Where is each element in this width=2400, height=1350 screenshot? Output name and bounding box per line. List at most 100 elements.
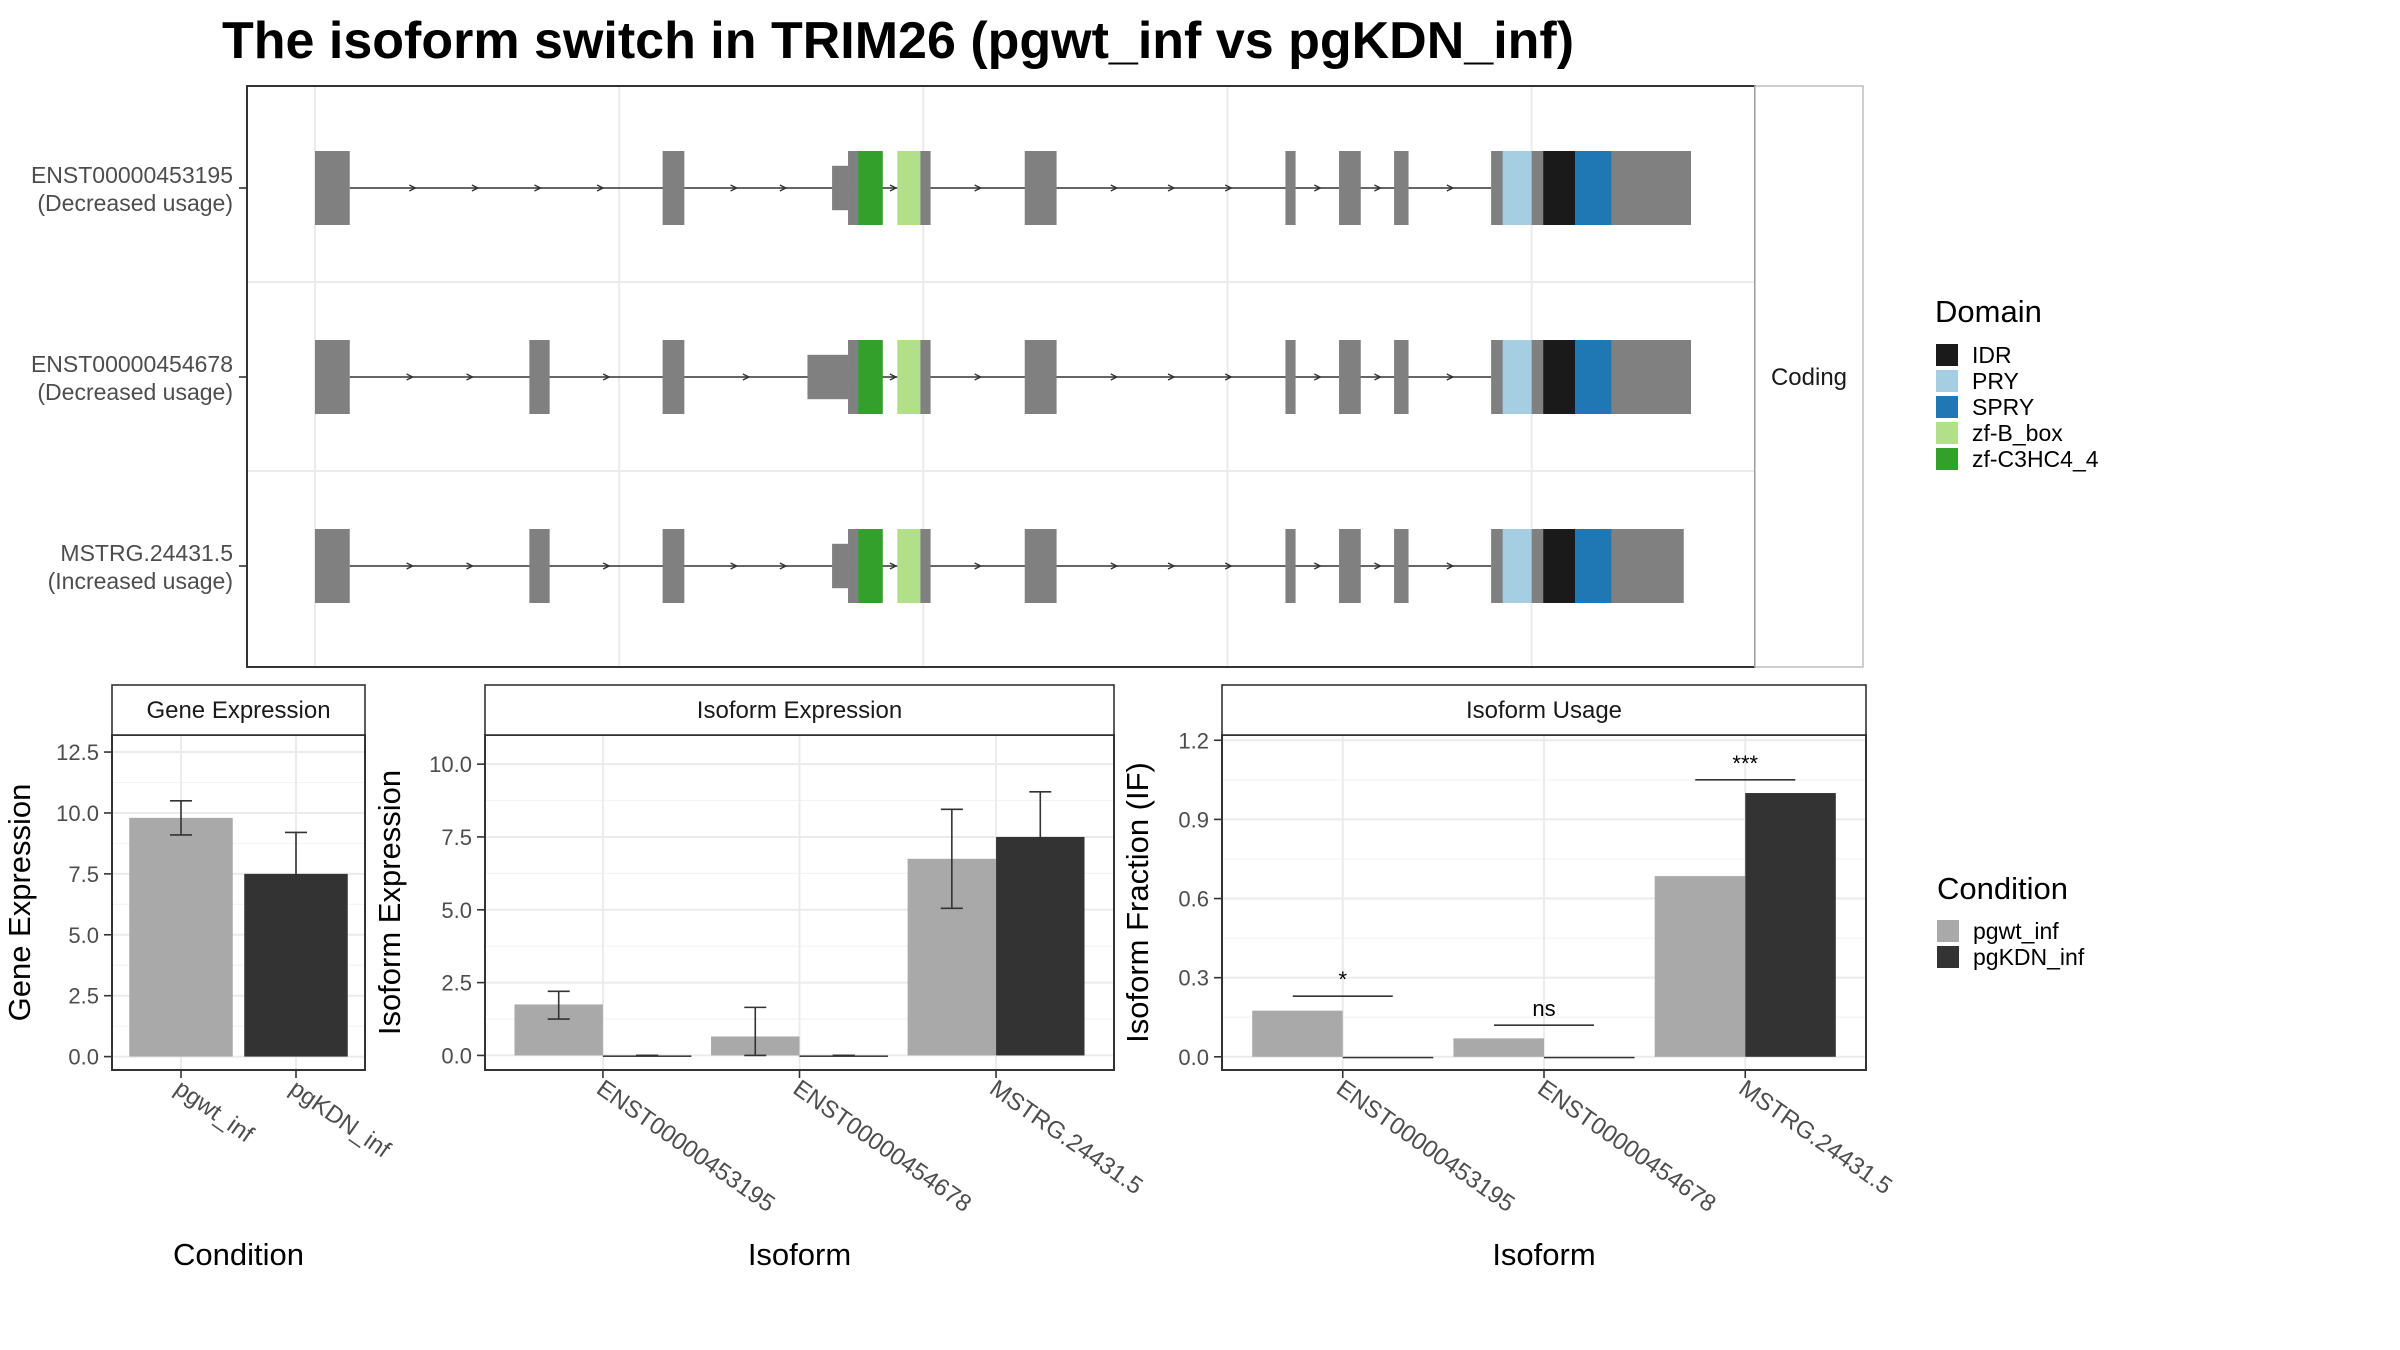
domain-legend-label: IDR <box>1972 342 2012 368</box>
exon-block <box>529 529 550 603</box>
y-tick-label: 0.3 <box>1178 966 1209 991</box>
x-tick-label: ENST00000453195 <box>1331 1075 1519 1218</box>
domain-zf-b-box <box>897 151 921 225</box>
facet-strip <box>111 684 366 736</box>
domain-legend-key <box>1936 370 1958 392</box>
intron-direction-arrow <box>974 562 983 570</box>
exon-block <box>1024 340 1057 414</box>
exon-block <box>807 354 849 400</box>
exon-block <box>315 340 350 414</box>
domain-pry <box>1502 151 1532 225</box>
domain-legend-key <box>1936 448 1958 470</box>
exon-block <box>1285 151 1296 225</box>
condition-legend-key <box>1937 920 1959 942</box>
intron-direction-arrow <box>1110 562 1119 570</box>
bar <box>1745 793 1836 1057</box>
bar-panel-2: ENST00000453195 ENST00000454678 MSTRG.2443… <box>372 684 1148 1272</box>
exon-block <box>1024 529 1057 603</box>
bar <box>1544 1056 1635 1059</box>
intron-direction-arrow <box>1446 562 1455 570</box>
intron-direction-arrow <box>742 373 751 381</box>
intron-direction-arrow <box>534 184 543 192</box>
intron-direction-arrow <box>602 562 611 570</box>
exon-block <box>1339 529 1361 603</box>
x-tick-label: ENST00000453195 <box>591 1075 779 1218</box>
domain-zf-c3hc4-4 <box>858 340 883 414</box>
domain-idr <box>1543 340 1576 414</box>
domain-spry <box>1575 529 1612 603</box>
isoform-usage-label: (Increased usage) <box>48 568 233 594</box>
bar <box>129 817 233 1057</box>
facet-strip <box>1221 684 1867 736</box>
condition-legend-key <box>1937 946 1959 968</box>
intron-direction-arrow <box>1224 184 1233 192</box>
y-tick-label: 0.6 <box>1178 887 1209 912</box>
facet-strip-title: Isoform Expression <box>697 697 902 724</box>
significance-label: ns <box>1532 996 1555 1021</box>
significance-label: * <box>1338 967 1347 992</box>
y-axis-label: Isoform Expression <box>372 770 407 1035</box>
intron-direction-arrow <box>406 373 415 381</box>
exon-block <box>1339 151 1361 225</box>
intron-direction-arrow <box>1224 562 1233 570</box>
domain-legend-key <box>1936 422 1958 444</box>
isoform-label: ENST00000454678 <box>31 351 233 377</box>
intron-direction-arrow <box>779 562 788 570</box>
intron-direction-arrow <box>466 562 475 570</box>
domain-idr <box>1543 529 1576 603</box>
intron-direction-arrow <box>406 562 415 570</box>
intron-direction-arrow <box>1110 373 1119 381</box>
domain-pry <box>1502 340 1532 414</box>
y-tick-label: 0.0 <box>1178 1045 1209 1070</box>
domain-legend-key <box>1936 344 1958 366</box>
domain-idr <box>1543 151 1576 225</box>
facet-strip <box>484 684 1115 736</box>
domain-legend-label: zf-B_box <box>1972 420 2063 446</box>
exon-block <box>315 151 350 225</box>
y-axis-label: Gene Expression <box>2 784 37 1022</box>
exon-block <box>1339 340 1361 414</box>
bar <box>1252 1010 1343 1057</box>
x-tick-label: pgwt_inf <box>170 1075 259 1149</box>
x-tick-label: ENST00000454678 <box>788 1075 976 1218</box>
condition-legend-label: pgwt_inf <box>1973 918 2059 944</box>
domain-pry <box>1502 529 1532 603</box>
facet-strip-label: Coding <box>1771 364 1847 391</box>
condition-legend-title: Condition <box>1937 871 2068 906</box>
intron-direction-arrow <box>471 184 480 192</box>
domain-legend-label: PRY <box>1972 368 2019 394</box>
y-tick-label: 7.5 <box>68 862 99 887</box>
y-tick-label: 10.0 <box>429 752 472 777</box>
significance-label: *** <box>1732 751 1758 776</box>
exon-block <box>529 340 550 414</box>
exon-block <box>832 543 849 589</box>
domain-legend-label: SPRY <box>1972 394 2034 420</box>
domain-legend-title: Domain <box>1935 294 2042 329</box>
domain-legend-label: zf-C3HC4_4 <box>1972 446 2099 472</box>
intron-direction-arrow <box>1167 184 1176 192</box>
intron-direction-arrow <box>409 184 417 192</box>
exon-block <box>1024 151 1057 225</box>
domain-zf-c3hc4-4 <box>858 529 883 603</box>
intron-direction-arrow <box>1313 373 1322 381</box>
intron-direction-arrow <box>1446 373 1455 381</box>
exon-block <box>1285 340 1296 414</box>
exon-block <box>832 165 849 211</box>
intron-direction-arrow <box>730 562 739 570</box>
domain-zf-b-box <box>897 340 921 414</box>
exon-block <box>1394 529 1409 603</box>
bar <box>1342 1056 1434 1059</box>
bar <box>1654 876 1746 1057</box>
intron-direction-arrow <box>596 184 605 192</box>
intron-direction-arrow <box>730 184 739 192</box>
intron-direction-arrow <box>1167 562 1176 570</box>
domain-spry <box>1575 151 1612 225</box>
bar-panel-1: pgwt_inf pgKDN_inf 0.0 2.5 5.0 7.5 10.0 12.5 Gen… <box>2 684 395 1272</box>
exon-block <box>315 529 350 603</box>
y-tick-label: 2.5 <box>441 971 472 996</box>
exon-block <box>662 151 685 225</box>
intron-direction-arrow <box>779 184 788 192</box>
x-axis-label: Condition <box>173 1237 304 1272</box>
structure-panel: ENST00000453195(Decreased usage)ENST0000… <box>31 85 1864 668</box>
